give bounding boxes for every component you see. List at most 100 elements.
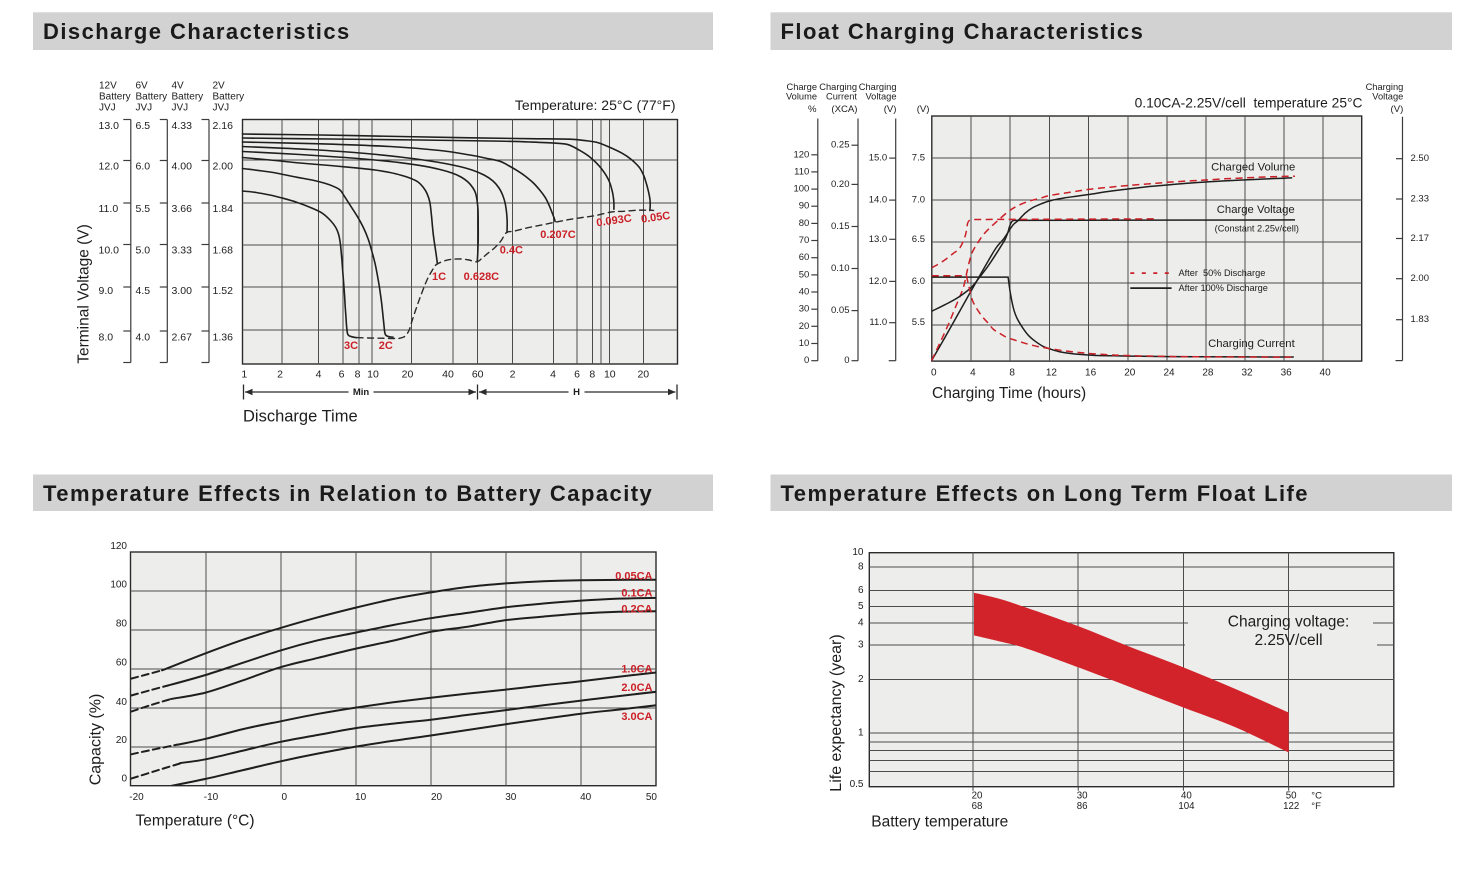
svg-text:60: 60: [116, 658, 128, 669]
svg-text:6.5: 6.5: [136, 120, 151, 132]
svg-text:Charging Current: Charging Current: [1208, 338, 1296, 350]
svg-text:1.0CA: 1.0CA: [621, 663, 652, 675]
svg-text:12V: 12V: [99, 81, 117, 92]
svg-text:3.66: 3.66: [172, 203, 193, 215]
svg-text:10.0: 10.0: [99, 245, 120, 257]
svg-text:6V: 6V: [136, 81, 149, 92]
svg-text:5.5: 5.5: [912, 317, 925, 328]
svg-text:2.00: 2.00: [213, 161, 234, 173]
svg-text:68: 68: [972, 801, 983, 812]
svg-text:10: 10: [367, 369, 379, 381]
svg-text:Battery: Battery: [213, 92, 245, 103]
svg-text:0.5: 0.5: [850, 779, 864, 790]
svg-text:24: 24: [1163, 368, 1175, 379]
svg-text:2: 2: [510, 369, 516, 381]
svg-text:6: 6: [858, 585, 864, 596]
svg-text:32: 32: [1241, 368, 1253, 379]
svg-text:15.0: 15.0: [869, 153, 888, 164]
svg-text:20: 20: [402, 369, 414, 381]
svg-text:30: 30: [505, 792, 517, 803]
svg-text:10: 10: [355, 792, 367, 803]
svg-text:0.4C: 0.4C: [500, 244, 523, 256]
svg-text:Temperature: 25°C (77°F): Temperature: 25°C (77°F): [515, 97, 676, 113]
svg-text:120: 120: [793, 149, 809, 160]
svg-text:Volume: Volume: [786, 92, 817, 102]
svg-text:Min: Min: [353, 387, 370, 398]
svg-text:0.05C: 0.05C: [640, 210, 671, 226]
svg-text:Capacity (%): Capacity (%): [88, 694, 105, 786]
svg-text:Battery: Battery: [136, 92, 168, 103]
svg-text:6.0: 6.0: [912, 276, 925, 287]
svg-text:Charge: Charge: [787, 82, 818, 92]
svg-text:Discharge Time: Discharge Time: [243, 408, 358, 426]
svg-text:Current: Current: [826, 92, 857, 102]
svg-text:1.52: 1.52: [213, 285, 234, 297]
svg-text:2.50: 2.50: [1411, 153, 1430, 164]
svg-text:Temperature Effects on Long Te: Temperature Effects on Long Term Float L…: [781, 481, 1309, 506]
svg-text:2.25V/cell: 2.25V/cell: [1254, 632, 1322, 649]
svg-text:4: 4: [550, 369, 556, 381]
svg-text:Temperature (°C): Temperature (°C): [136, 813, 255, 830]
svg-text:H: H: [573, 387, 580, 398]
svg-text:(V): (V): [1391, 104, 1404, 115]
svg-text:JVJ: JVJ: [213, 103, 230, 114]
svg-text:Charging voltage:: Charging voltage:: [1228, 613, 1350, 630]
svg-text:7.5: 7.5: [912, 153, 925, 164]
svg-text:3.00: 3.00: [172, 285, 193, 297]
svg-text:0.15: 0.15: [831, 221, 850, 232]
svg-text:6: 6: [574, 369, 580, 381]
svg-text:1: 1: [858, 728, 864, 739]
svg-text:Battery temperature: Battery temperature: [871, 814, 1008, 831]
svg-text:12: 12: [1046, 368, 1058, 379]
svg-text:2.17: 2.17: [1411, 233, 1430, 244]
svg-text:1.68: 1.68: [213, 245, 234, 257]
svg-text:60: 60: [472, 369, 484, 381]
svg-text:100: 100: [793, 184, 809, 195]
svg-text:1C: 1C: [432, 271, 446, 283]
svg-text:8: 8: [858, 562, 864, 573]
svg-text:14.0: 14.0: [869, 195, 888, 206]
svg-text:4: 4: [970, 368, 976, 379]
svg-text:4: 4: [858, 617, 864, 628]
svg-text:0.628C: 0.628C: [464, 271, 500, 283]
svg-text:20: 20: [637, 369, 649, 381]
svg-text:Charged Volume: Charged Volume: [1211, 162, 1295, 174]
svg-text:Terminal Voltage (V): Terminal Voltage (V): [76, 224, 93, 364]
svg-text:40: 40: [580, 792, 592, 803]
svg-text:5: 5: [858, 601, 864, 612]
svg-text:9.0: 9.0: [99, 285, 114, 297]
svg-text:Charging: Charging: [859, 82, 897, 92]
svg-text:30: 30: [799, 304, 810, 315]
svg-text:36: 36: [1281, 368, 1293, 379]
svg-text:80: 80: [116, 619, 128, 630]
svg-text:40: 40: [442, 369, 454, 381]
svg-text:4V: 4V: [172, 81, 185, 92]
svg-text:0.10CA-2.25V/cell temperature: 0.10CA-2.25V/cell temperature 25°C: [1135, 96, 1363, 111]
svg-text:2.16: 2.16: [213, 120, 234, 132]
svg-text:3: 3: [858, 639, 864, 650]
svg-text:4.00: 4.00: [172, 161, 193, 173]
svg-text:0.20: 0.20: [831, 179, 850, 190]
svg-text:JVJ: JVJ: [136, 103, 153, 114]
svg-text:4.33: 4.33: [172, 120, 193, 132]
svg-text:20: 20: [431, 792, 443, 803]
svg-text:Life expectancy (year): Life expectancy (year): [828, 634, 845, 791]
svg-text:0.207C: 0.207C: [540, 229, 576, 241]
svg-text:2.33: 2.33: [1411, 194, 1430, 205]
svg-text:0.05: 0.05: [831, 305, 850, 316]
svg-text:Charge Voltage: Charge Voltage: [1217, 204, 1295, 216]
svg-text:Charging Time (hours): Charging Time (hours): [932, 385, 1086, 402]
svg-text:40: 40: [116, 697, 128, 708]
svg-text:10: 10: [852, 547, 864, 558]
svg-text:°C: °C: [1311, 790, 1322, 801]
svg-text:13.0: 13.0: [869, 234, 888, 245]
svg-text:104: 104: [1178, 801, 1195, 812]
svg-text:(V): (V): [884, 104, 897, 115]
svg-text:0.1CA: 0.1CA: [621, 587, 652, 599]
svg-text:0.093C: 0.093C: [596, 212, 633, 229]
svg-text:120: 120: [110, 541, 127, 552]
svg-text:20: 20: [972, 790, 983, 801]
svg-text:After 100% Discharge: After 100% Discharge: [1179, 283, 1268, 293]
svg-text:40: 40: [1320, 368, 1332, 379]
svg-text:1: 1: [241, 369, 247, 381]
